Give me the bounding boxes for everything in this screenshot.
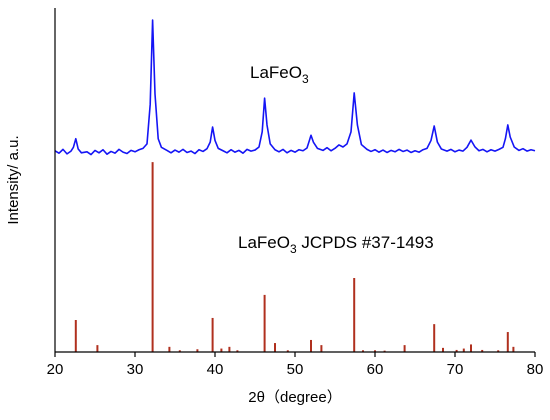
y-axis-label: Intensity/ a.u. [5,135,22,224]
annotation-subscript: 3 [290,242,297,256]
annotation: LaFeO3 [250,63,309,86]
x-tick-label: 70 [447,361,464,378]
annotation: LaFeO3 JCPDS #37-1493 [238,233,434,256]
annotation-subscript: 3 [302,72,309,86]
x-tick-label: 80 [527,361,544,378]
x-tick-label: 40 [207,361,224,378]
x-tick-label: 20 [47,361,64,378]
x-axis-label: 2θ（degree） [248,389,341,406]
x-tick-label: 60 [367,361,384,378]
x-tick-label: 50 [287,361,304,378]
annotation-text: LaFeO [238,233,290,252]
xrd-pattern [54,19,536,156]
annotation-text: JCPDS #37-1493 [297,233,434,252]
x-tick-label: 30 [127,361,144,378]
annotation-text: LaFeO [250,63,302,82]
